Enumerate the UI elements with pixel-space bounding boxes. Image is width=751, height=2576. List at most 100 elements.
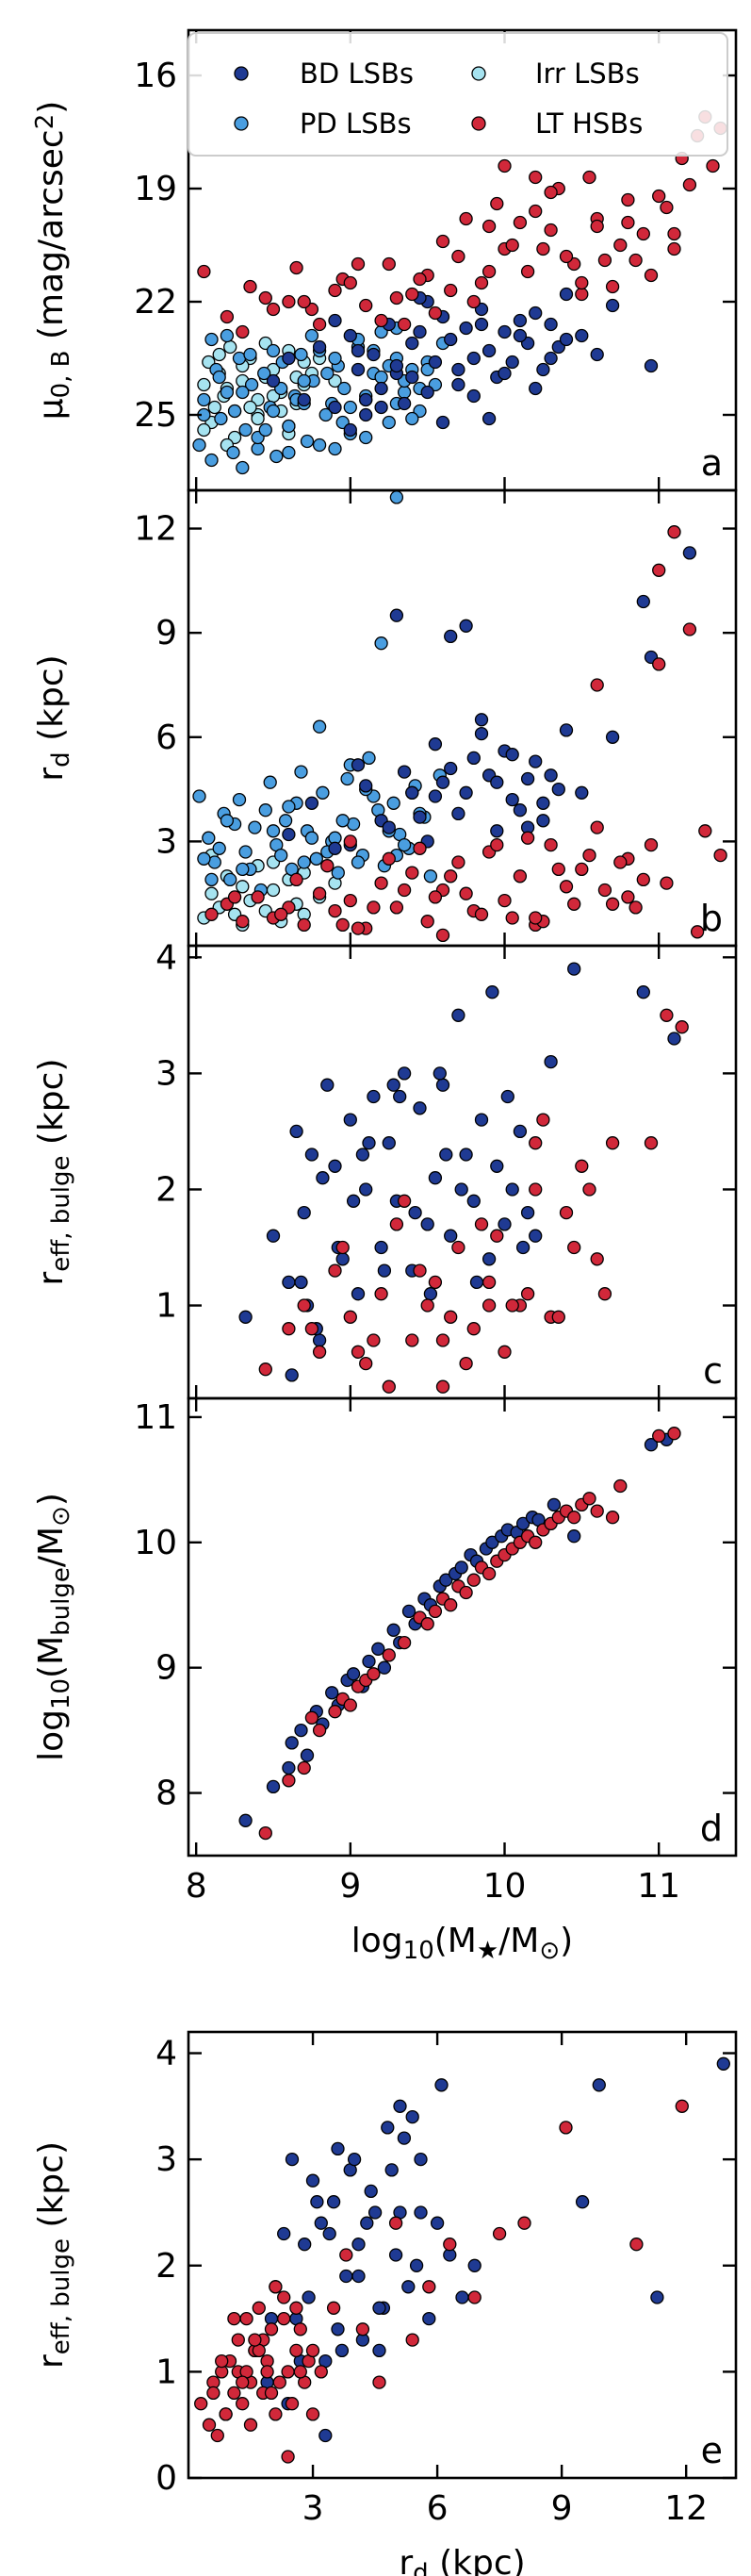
- point-bd-lsbs: [397, 396, 412, 411]
- point-bd-lsbs: [567, 962, 581, 976]
- point-lt-hsbs: [529, 170, 543, 185]
- point-lt-hsbs: [343, 275, 357, 290]
- point-bd-lsbs: [343, 1113, 357, 1127]
- point-pd-lsbs: [297, 855, 311, 869]
- point-lt-hsbs: [660, 1008, 674, 1022]
- point-bd-lsbs: [285, 1368, 299, 1382]
- point-bd-lsbs: [592, 2078, 606, 2092]
- point-lt-hsbs: [590, 678, 604, 692]
- point-pd-lsbs: [331, 866, 345, 880]
- point-bd-lsbs: [282, 351, 296, 366]
- point-pd-lsbs: [312, 719, 327, 734]
- point-bd-lsbs: [414, 2152, 428, 2167]
- point-bd-lsbs: [636, 594, 650, 609]
- point-lt-hsbs: [277, 2311, 291, 2326]
- point-pd-lsbs: [316, 785, 330, 800]
- point-lt-hsbs: [397, 1635, 412, 1650]
- point-bd-lsbs: [393, 1089, 407, 1104]
- point-lt-hsbs: [389, 900, 404, 915]
- point-lt-hsbs: [239, 2311, 253, 2326]
- point-bd-lsbs: [405, 785, 419, 800]
- y-tick-label: 12: [134, 510, 177, 549]
- point-lt-hsbs: [305, 2407, 320, 2421]
- point-bd-lsbs: [474, 713, 489, 727]
- point-bd-lsbs: [374, 1240, 388, 1255]
- point-bd-lsbs: [482, 1252, 497, 1266]
- point-irr-lsbs: [251, 411, 265, 426]
- point-bd-lsbs: [505, 355, 519, 370]
- point-bd-lsbs: [590, 347, 604, 362]
- point-pd-lsbs: [263, 775, 277, 789]
- point-pd-lsbs: [226, 445, 240, 460]
- point-lt-hsbs: [575, 1159, 589, 1173]
- point-lt-hsbs: [351, 256, 366, 272]
- point-lt-hsbs: [544, 837, 558, 852]
- point-lt-hsbs: [289, 2301, 303, 2315]
- point-lt-hsbs: [444, 869, 458, 883]
- point-bd-lsbs: [397, 2131, 412, 2145]
- legend-label: Irr LSBs: [535, 58, 640, 90]
- point-lt-hsbs: [260, 2365, 274, 2379]
- point-pd-lsbs: [309, 851, 323, 866]
- point-lt-hsbs: [289, 872, 303, 887]
- point-bd-lsbs: [289, 1124, 303, 1139]
- point-lt-hsbs: [567, 1511, 581, 1525]
- point-lt-hsbs: [210, 2428, 224, 2443]
- point-lt-hsbs: [206, 2386, 220, 2401]
- point-bd-lsbs: [413, 1101, 427, 1115]
- point-bd-lsbs: [451, 362, 465, 377]
- point-lt-hsbs: [652, 563, 666, 577]
- point-bd-lsbs: [335, 1252, 350, 1266]
- point-lt-hsbs: [236, 2397, 250, 2411]
- y-tick-label: 0: [155, 2459, 177, 2498]
- point-bd-lsbs: [467, 2258, 482, 2272]
- point-bd-lsbs: [372, 2301, 386, 2315]
- axes-frame: [187, 2030, 738, 2480]
- legend-label: LT HSBs: [535, 107, 643, 140]
- point-bd-lsbs: [382, 820, 396, 834]
- point-lt-hsbs: [498, 158, 512, 173]
- point-lt-hsbs: [269, 2407, 283, 2421]
- point-bd-lsbs: [343, 422, 357, 438]
- point-lt-hsbs: [215, 2353, 229, 2369]
- point-lt-hsbs: [644, 837, 659, 852]
- point-lt-hsbs: [289, 2343, 303, 2358]
- point-pd-lsbs: [386, 796, 400, 810]
- point-bd-lsbs: [454, 1560, 468, 1575]
- panel-c: 1 2 3 4 c reff, bulge (kpc): [32, 938, 738, 1400]
- y-axis-label: rd (kpc): [32, 654, 75, 781]
- point-lt-hsbs: [274, 907, 288, 921]
- point-bd-lsbs: [328, 313, 342, 328]
- point-pd-lsbs: [374, 636, 388, 651]
- point-lt-hsbs: [413, 272, 427, 287]
- point-bd-lsbs: [644, 1438, 659, 1452]
- point-lt-hsbs: [428, 1275, 443, 1290]
- point-bd-lsbs: [485, 1535, 499, 1549]
- point-lt-hsbs: [297, 1760, 311, 1775]
- point-pd-lsbs: [359, 430, 373, 445]
- point-lt-hsbs: [194, 2397, 208, 2411]
- point-lt-hsbs: [482, 219, 497, 234]
- point-lt-hsbs: [597, 253, 612, 268]
- point-bd-lsbs: [433, 1066, 447, 1081]
- point-pd-lsbs: [397, 385, 412, 400]
- point-lt-hsbs: [269, 2280, 283, 2294]
- point-lt-hsbs: [597, 1287, 612, 1301]
- point-pd-lsbs: [343, 400, 357, 415]
- point-bd-lsbs: [266, 1229, 281, 1243]
- y-tick-label: 9: [155, 1649, 177, 1688]
- point-bd-lsbs: [515, 1240, 531, 1255]
- point-pd-lsbs: [212, 841, 226, 855]
- point-pd-lsbs: [423, 869, 438, 883]
- point-bd-lsbs: [312, 1333, 327, 1347]
- point-lt-hsbs: [281, 2450, 295, 2464]
- point-lt-hsbs: [582, 848, 596, 863]
- y-tick-label: 1: [155, 2353, 177, 2391]
- point-bd-lsbs: [367, 1089, 381, 1104]
- point-lt-hsbs: [351, 921, 366, 935]
- point-lt-hsbs: [372, 2375, 386, 2389]
- legend-frame: [188, 32, 728, 157]
- point-bd-lsbs: [377, 1263, 392, 1278]
- point-pd-lsbs: [389, 490, 404, 504]
